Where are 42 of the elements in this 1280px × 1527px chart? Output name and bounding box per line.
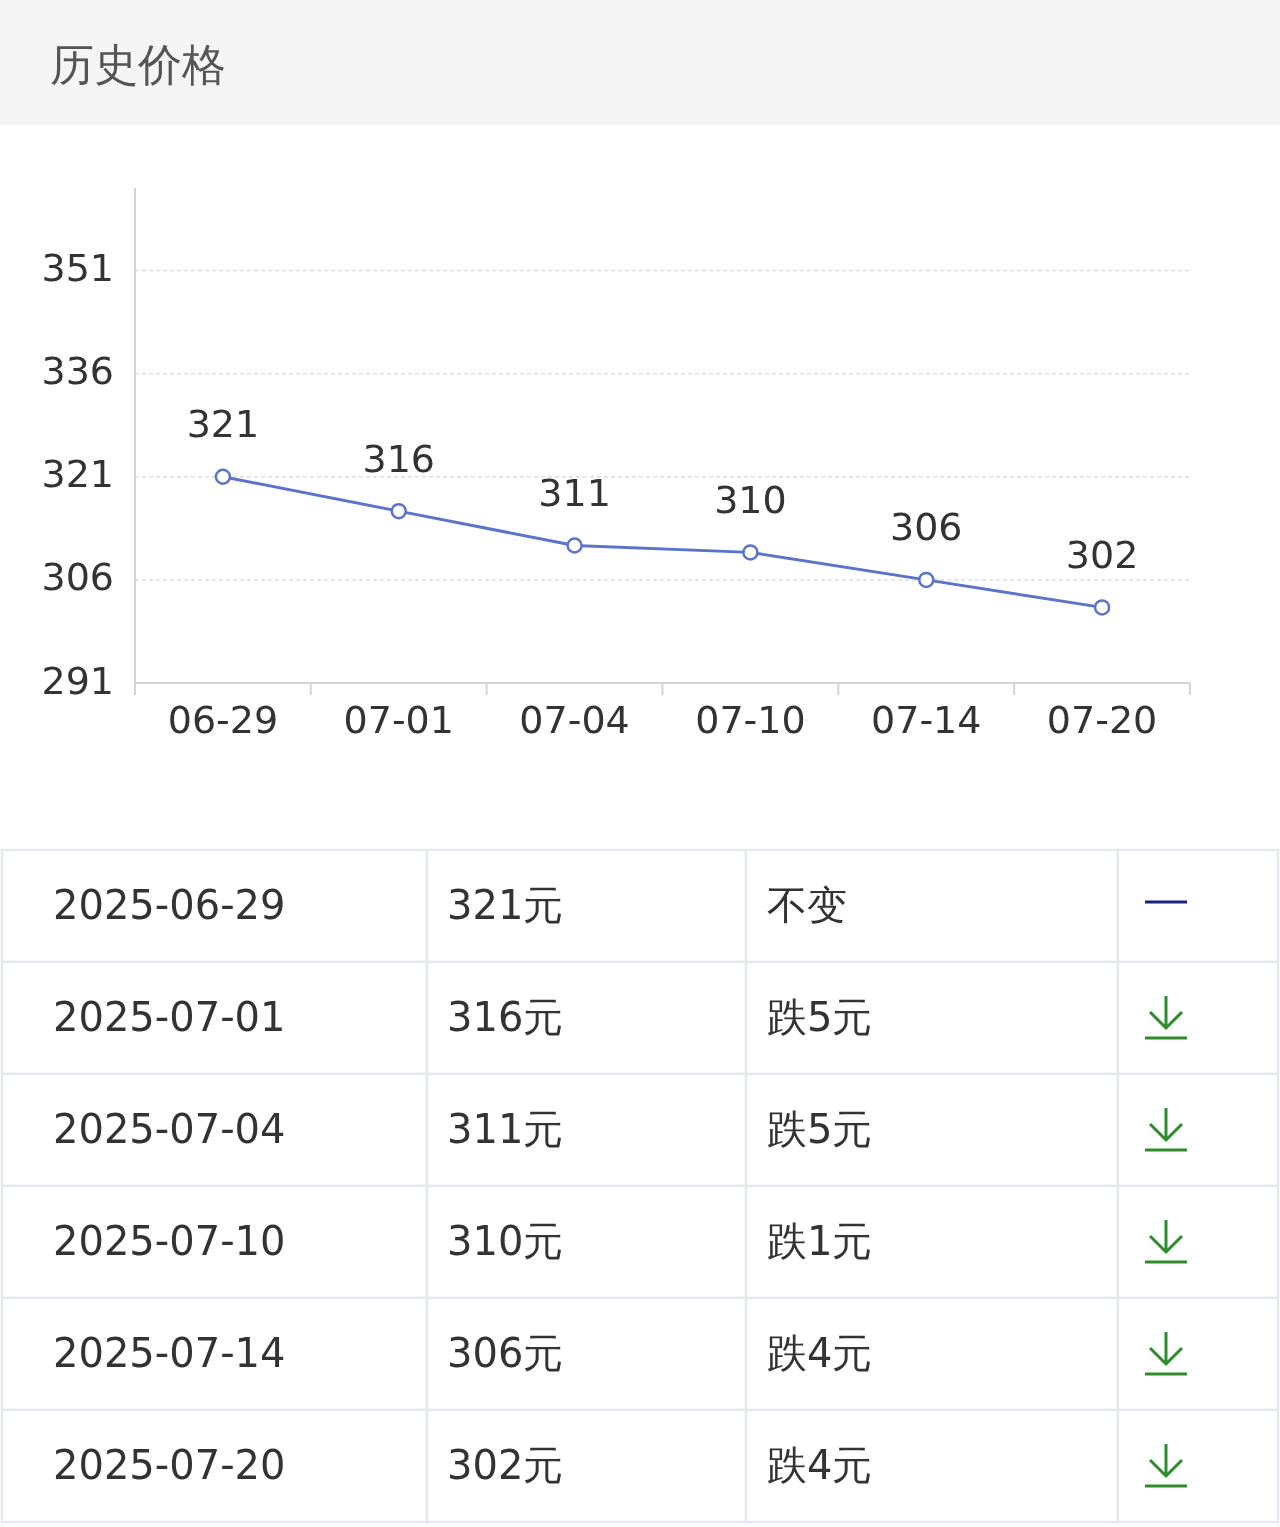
data-label: 306元 (447, 1330, 564, 1376)
category-label: 2025-07-14 (53, 1330, 286, 1376)
point (1093, 599, 1111, 616)
text: 跌1元 (767, 1218, 873, 1264)
point (742, 544, 759, 561)
text: 跌5元 (767, 1106, 873, 1152)
y-tick-label: 351 (41, 246, 114, 290)
data-label: 316 (362, 436, 436, 481)
point (566, 537, 583, 554)
y-tick-label: 321 (41, 452, 114, 497)
y-tick-label: 291 (41, 658, 114, 703)
x-tick-label: 07-20 (1046, 697, 1158, 742)
point (214, 468, 232, 485)
x-tick-label: 07-14 (871, 697, 982, 742)
x-tick-label: 07-04 (519, 697, 630, 742)
x-tick-label: 07-10 (695, 697, 806, 742)
text: 跌4元 (767, 1330, 873, 1376)
category-label: 2025-07-20 (53, 1442, 286, 1488)
category-label: 2025-07-01 (53, 994, 286, 1040)
data-label: 316元 (447, 994, 564, 1040)
point (390, 502, 407, 520)
data-label: 311元 (447, 1106, 564, 1152)
category-label: 2025-07-10 (53, 1218, 286, 1264)
chart-title: 历史价格 (50, 39, 226, 90)
data-label: 310 (714, 477, 787, 522)
text: 跌4元 (767, 1442, 873, 1488)
x-tick-label: 07-01 (343, 697, 454, 742)
y-tick-label: 306 (41, 555, 114, 600)
data-label: 321 (186, 402, 260, 447)
category-label: 2025-07-04 (53, 1106, 286, 1152)
text: 不变 (767, 882, 847, 928)
data-label: 302元 (447, 1442, 564, 1488)
data-label: 321元 (447, 882, 564, 928)
data-label: 311 (538, 471, 611, 515)
category-label: 2025-06-29 (53, 882, 286, 928)
y-tick-label: 336 (41, 349, 114, 394)
point (918, 571, 935, 589)
x-tick-label: 06-29 (167, 697, 279, 742)
data-label: 302 (1065, 532, 1139, 577)
data-label: 310元 (447, 1218, 564, 1264)
data-label: 306 (889, 505, 963, 550)
text: 跌5元 (767, 994, 873, 1040)
